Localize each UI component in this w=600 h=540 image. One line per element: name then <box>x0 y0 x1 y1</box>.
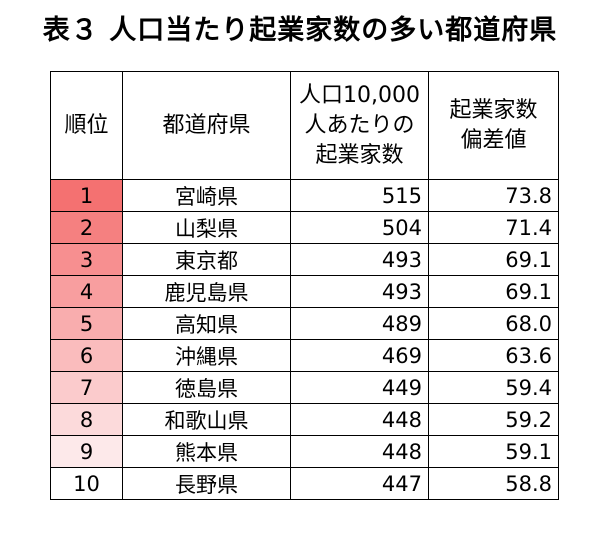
table-row: 10 長野県 447 58.8 <box>50 467 559 500</box>
rank-cell: 2 <box>50 211 123 244</box>
header-deviation-line2: 偏差値 <box>460 127 527 153</box>
table-row: 1 宮崎県 515 73.8 <box>50 179 559 212</box>
prefecture-cell: 熊本県 <box>122 435 291 468</box>
table-row: 3 東京都 493 69.1 <box>50 243 559 276</box>
header-count-line3: 起業家数 <box>315 142 404 168</box>
rank-cell: 4 <box>50 275 123 308</box>
rank-cell: 3 <box>50 243 123 276</box>
entrepreneur-count-cell: 504 <box>290 211 429 244</box>
prefecture-cell: 和歌山県 <box>122 403 291 436</box>
entrepreneur-count-cell: 489 <box>290 307 429 340</box>
deviation-cell: 68.0 <box>428 307 559 340</box>
deviation-cell: 59.4 <box>428 371 559 404</box>
prefecture-cell: 高知県 <box>122 307 291 340</box>
rank-cell: 9 <box>50 435 123 468</box>
table-row: 2 山梨県 504 71.4 <box>50 211 559 244</box>
deviation-cell: 59.1 <box>428 435 559 468</box>
deviation-cell: 73.8 <box>428 179 559 212</box>
rank-cell: 7 <box>50 371 123 404</box>
deviation-cell: 71.4 <box>428 211 559 244</box>
header-prefecture: 都道府県 <box>122 71 291 180</box>
header-count: 人口10,000 人あたりの 起業家数 <box>290 71 429 180</box>
prefecture-cell: 沖縄県 <box>122 339 291 372</box>
deviation-cell: 63.6 <box>428 339 559 372</box>
deviation-cell: 69.1 <box>428 275 559 308</box>
deviation-cell: 69.1 <box>428 243 559 276</box>
rank-cell: 8 <box>50 403 123 436</box>
ranking-table: 順位 都道府県 人口10,000 人あたりの 起業家数 起業家数 偏差値 1 宮崎… <box>50 71 559 500</box>
entrepreneur-count-cell: 447 <box>290 467 429 500</box>
prefecture-cell: 山梨県 <box>122 211 291 244</box>
entrepreneur-count-cell: 449 <box>290 371 429 404</box>
entrepreneur-count-cell: 469 <box>290 339 429 372</box>
table-row: 8 和歌山県 448 59.2 <box>50 403 559 436</box>
header-count-line1: 人口10,000 <box>299 82 420 108</box>
entrepreneur-count-cell: 493 <box>290 275 429 308</box>
entrepreneur-count-cell: 448 <box>290 403 429 436</box>
rank-cell: 1 <box>50 179 123 212</box>
table-row: 4 鹿児島県 493 69.1 <box>50 275 559 308</box>
rank-cell: 5 <box>50 307 123 340</box>
header-count-line2: 人あたりの <box>304 112 415 138</box>
table-row: 7 徳島県 449 59.4 <box>50 371 559 404</box>
header-rank: 順位 <box>50 71 123 180</box>
table-body: 1 宮崎県 515 73.8 2 山梨県 504 71.4 3 東京都 493 69.1 4 鹿児島県 49… <box>50 179 559 500</box>
rank-cell: 6 <box>50 339 123 372</box>
entrepreneur-count-cell: 515 <box>290 179 429 212</box>
table-header-row: 順位 都道府県 人口10,000 人あたりの 起業家数 起業家数 偏差値 <box>50 71 559 180</box>
prefecture-cell: 長野県 <box>122 467 291 500</box>
header-deviation: 起業家数 偏差値 <box>428 71 559 180</box>
table-row: 6 沖縄県 469 63.6 <box>50 339 559 372</box>
table-row: 5 高知県 489 68.0 <box>50 307 559 340</box>
prefecture-cell: 徳島県 <box>122 371 291 404</box>
prefecture-cell: 宮崎県 <box>122 179 291 212</box>
deviation-cell: 59.2 <box>428 403 559 436</box>
entrepreneur-count-cell: 448 <box>290 435 429 468</box>
deviation-cell: 58.8 <box>428 467 559 500</box>
entrepreneur-count-cell: 493 <box>290 243 429 276</box>
header-deviation-line1: 起業家数 <box>449 97 538 123</box>
table-row: 9 熊本県 448 59.1 <box>50 435 559 468</box>
prefecture-cell: 東京都 <box>122 243 291 276</box>
page-title: 表３ 人口当たり起業家数の多い都道府県 <box>42 15 558 46</box>
prefecture-cell: 鹿児島県 <box>122 275 291 308</box>
rank-cell: 10 <box>50 467 123 500</box>
